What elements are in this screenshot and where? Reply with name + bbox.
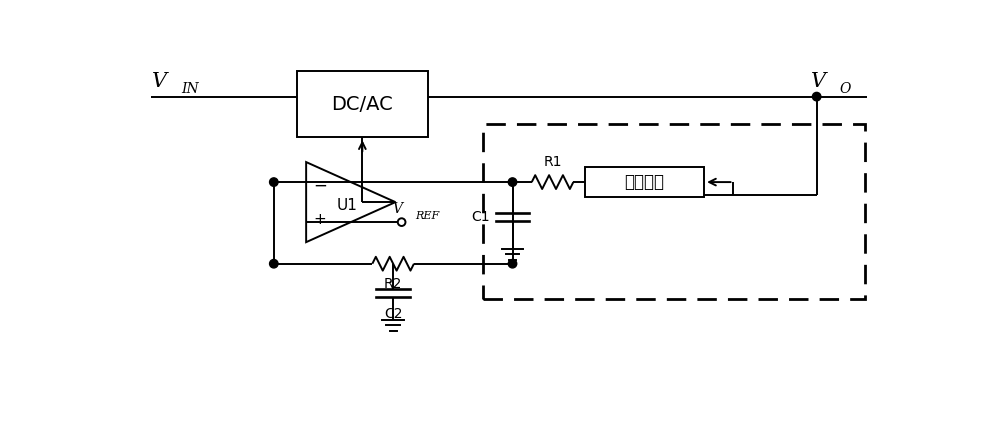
Circle shape bbox=[270, 178, 278, 186]
Text: V: V bbox=[392, 202, 402, 216]
Circle shape bbox=[812, 92, 821, 101]
Text: 全波整流: 全波整流 bbox=[625, 173, 665, 191]
Text: C2: C2 bbox=[384, 307, 402, 321]
Text: +: + bbox=[314, 212, 326, 226]
Text: IN: IN bbox=[181, 82, 199, 96]
Text: U1: U1 bbox=[337, 198, 357, 213]
FancyBboxPatch shape bbox=[585, 167, 704, 197]
Text: R2: R2 bbox=[384, 277, 402, 291]
Text: O: O bbox=[840, 82, 851, 96]
Text: V: V bbox=[152, 72, 167, 91]
FancyBboxPatch shape bbox=[297, 71, 428, 137]
Circle shape bbox=[508, 178, 517, 186]
Text: DC/AC: DC/AC bbox=[331, 95, 393, 114]
Circle shape bbox=[270, 259, 278, 268]
Text: −: − bbox=[313, 176, 327, 194]
Text: C1: C1 bbox=[471, 210, 489, 224]
Circle shape bbox=[508, 259, 517, 268]
Text: REF: REF bbox=[415, 211, 440, 221]
Text: R1: R1 bbox=[543, 155, 562, 169]
Text: V: V bbox=[810, 72, 826, 91]
